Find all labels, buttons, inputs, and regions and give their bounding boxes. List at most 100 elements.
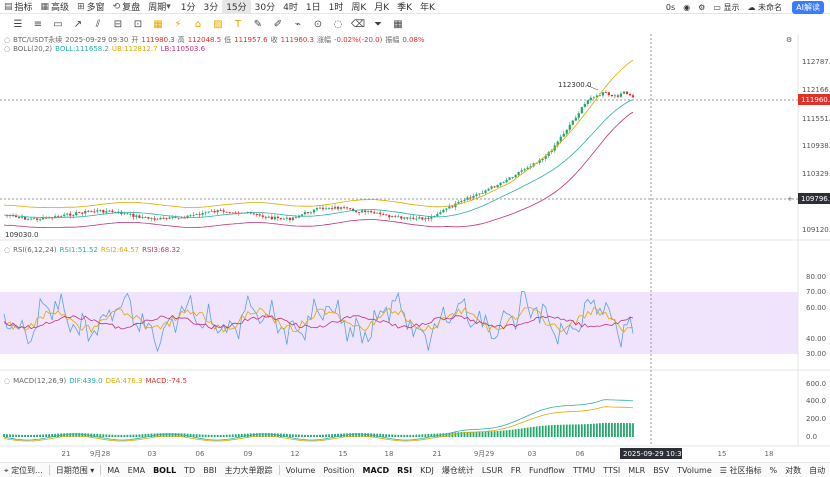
- top-right-controls: 0s ◉ ⚙ ▭ 显示 ☁ 未命名: [666, 0, 782, 14]
- interval-1d[interactable]: 1日: [305, 3, 321, 13]
- lock-icon[interactable]: ⊙: [313, 18, 323, 30]
- community-indicators-button[interactable]: ☰ 社区指标: [719, 465, 762, 475]
- fib-tool-icon[interactable]: ⚡: [174, 18, 182, 30]
- indicator-button[interactable]: ▤ 指标: [4, 1, 33, 14]
- macd-histogram-bar: [445, 433, 448, 437]
- indicator-ttmu[interactable]: TTMU: [572, 465, 596, 475]
- candle-body: [312, 209, 316, 213]
- channel-tool-icon[interactable]: ⊡: [133, 18, 143, 30]
- indicator-mlr[interactable]: MLR: [628, 465, 646, 475]
- indicator-kdj[interactable]: KDJ: [420, 465, 434, 475]
- interval-year[interactable]: 年K: [420, 3, 435, 13]
- replay-button[interactable]: ⟲ 复盘: [112, 1, 141, 14]
- display-button[interactable]: ▭ 显示: [713, 2, 740, 12]
- indicator-icon: ▤: [4, 1, 13, 12]
- indicator-ttsi[interactable]: TTSI: [603, 465, 621, 475]
- indicator-fr[interactable]: FR: [510, 465, 521, 475]
- candle-body: [174, 217, 177, 218]
- interval-week[interactable]: 周K: [351, 3, 367, 13]
- brush-tool-icon[interactable]: ✎: [253, 18, 263, 30]
- macd-histogram-bar: [9, 434, 11, 437]
- trash-icon[interactable]: ⌫: [350, 18, 366, 30]
- macd-histogram-bar: [376, 433, 379, 437]
- chart-settings-icon[interactable]: ⚙: [786, 36, 792, 44]
- indicator-position[interactable]: Position: [323, 465, 355, 475]
- interval-month[interactable]: 月K: [374, 3, 390, 13]
- cloud-user-button[interactable]: ☁ 未命名: [747, 2, 782, 12]
- candle-body: [577, 113, 580, 118]
- eye-toggle-icon[interactable]: ◌: [4, 246, 11, 254]
- interval-30m[interactable]: 30分: [254, 3, 276, 13]
- filter-icon[interactable]: ⏷: [374, 18, 382, 30]
- macd-value: MACD:-74.5: [145, 377, 187, 385]
- candle-body: [189, 215, 192, 217]
- plus-icon[interactable]: +: [787, 195, 793, 203]
- hline-tool-icon[interactable]: ⊟: [113, 18, 123, 30]
- macd-histogram-bar: [337, 433, 339, 437]
- candle-body: [502, 182, 505, 184]
- candle-body: [451, 206, 454, 208]
- interval-4h[interactable]: 4时: [283, 3, 298, 13]
- macd-histogram-bar: [454, 432, 457, 437]
- settings-icon[interactable]: ⚙: [698, 2, 706, 12]
- chart-canvas[interactable]: 112787.5 112166.3 111551.6 110938.9 1103…: [0, 0, 830, 462]
- macd-histogram-bar: [544, 425, 547, 437]
- measure-tool-icon[interactable]: ▦: [153, 18, 163, 30]
- list-icon[interactable]: ≡: [33, 18, 43, 30]
- macd-histogram-bar: [565, 424, 568, 437]
- top-toolbar: ▤ 指标 ▦ 高级 ⊞ 多窗 ⟲ 复盘 周期 ▾ 1分 3分 15分 30分 4时 1日 …: [0, 0, 830, 14]
- pattern-tool-icon[interactable]: ⌂: [194, 18, 202, 30]
- grid-icon[interactable]: ▦: [393, 18, 403, 30]
- rectangle-tool-icon[interactable]: ▭: [53, 18, 63, 30]
- indicator-bbi[interactable]: BBI: [203, 465, 217, 475]
- arrow-tool-icon[interactable]: ↗: [73, 18, 83, 30]
- candle-body: [568, 124, 571, 130]
- indicator-ma[interactable]: MA: [107, 465, 120, 475]
- macd-histogram-bar: [307, 434, 309, 437]
- interval-quarter[interactable]: 季K: [397, 3, 413, 13]
- text-tool-icon[interactable]: T: [234, 18, 242, 30]
- auto-toggle[interactable]: 自动: [809, 465, 826, 475]
- candle-body: [192, 214, 195, 216]
- magnet-icon[interactable]: ⌁: [294, 18, 302, 30]
- menu-icon[interactable]: ☰: [13, 18, 23, 30]
- interval-1h[interactable]: 1时: [328, 3, 344, 13]
- percent-toggle[interactable]: %: [769, 465, 778, 475]
- indicator-fundflow[interactable]: Fundflow: [528, 465, 565, 475]
- period-button[interactable]: 周期 ▾: [148, 1, 171, 14]
- candle-body: [63, 214, 66, 217]
- indicator-rsi[interactable]: RSI: [397, 465, 413, 475]
- multi-window-button[interactable]: ⊞ 多窗: [77, 1, 105, 14]
- indicator-boll[interactable]: BOLL: [153, 465, 177, 475]
- camera-icon[interactable]: ◉: [683, 2, 691, 12]
- interval-1m[interactable]: 1分: [180, 3, 196, 13]
- candle-body: [171, 217, 174, 218]
- candle-body: [138, 215, 141, 218]
- time-tick: 06: [576, 450, 585, 458]
- candle-body: [616, 95, 620, 97]
- eye-toggle-icon[interactable]: ◌: [4, 45, 11, 53]
- interval-3m[interactable]: 3分: [203, 3, 219, 13]
- pencil-tool-icon[interactable]: ✐: [273, 18, 283, 30]
- locate-button[interactable]: ⌖ 定位到...: [4, 465, 43, 475]
- indicator-main-order[interactable]: 主力大单跟踪: [224, 465, 273, 475]
- indicator-bsv[interactable]: BSV: [653, 465, 670, 475]
- indicator-ema[interactable]: EMA: [127, 465, 146, 475]
- indicator-tvolume[interactable]: TVolume: [677, 465, 712, 475]
- ai-analysis-button[interactable]: AI解读: [792, 1, 824, 14]
- indicator-td[interactable]: TD: [184, 465, 196, 475]
- forecast-tool-icon[interactable]: ▨: [213, 18, 223, 30]
- log-toggle[interactable]: 对数: [785, 465, 802, 475]
- indicator-liquidation[interactable]: 爆仓统计: [441, 465, 474, 475]
- indicator-lsur[interactable]: LSUR: [481, 465, 503, 475]
- advanced-button[interactable]: ▦ 高级: [40, 1, 70, 14]
- macd-histogram-bar: [222, 434, 225, 437]
- eye-toggle-icon[interactable]: ◌: [4, 36, 11, 44]
- date-range-button[interactable]: 日期范围 ▾: [55, 465, 95, 475]
- parallel-tool-icon[interactable]: ⫽: [95, 18, 101, 30]
- indicator-macd[interactable]: MACD: [362, 465, 390, 475]
- eye-toggle-icon[interactable]: ◌: [4, 377, 11, 385]
- eye-icon[interactable]: ◌: [333, 18, 343, 30]
- interval-15m[interactable]: 15分: [222, 0, 251, 14]
- indicator-volume[interactable]: Volume: [285, 465, 316, 475]
